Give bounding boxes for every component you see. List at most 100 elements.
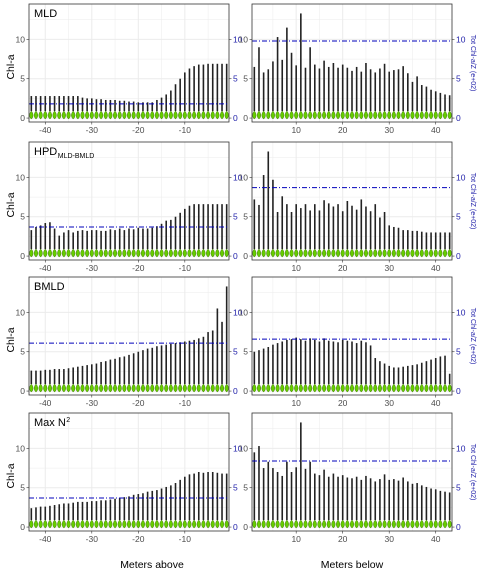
violin-body (326, 110, 331, 120)
violin-body (401, 110, 406, 120)
violin-body (345, 383, 350, 393)
violin-body (275, 110, 280, 120)
violin-body (201, 519, 206, 529)
violin-body (154, 110, 159, 120)
y-tick-label: 5 (20, 74, 25, 84)
violin-body (47, 383, 52, 393)
violin-body (438, 110, 443, 120)
violin-body (405, 383, 410, 393)
violin-body (294, 110, 299, 120)
violin-body (354, 248, 359, 258)
violin-body (47, 519, 52, 529)
violin-body (103, 519, 108, 529)
violin-body (312, 519, 317, 529)
violin-body (192, 383, 197, 393)
violin-body (178, 248, 183, 258)
violin-body (136, 110, 141, 120)
violin-body (117, 248, 122, 258)
y-tick-label: 5 (243, 483, 248, 493)
x-tick-label: 20 (338, 398, 348, 408)
panel-border (28, 141, 230, 261)
violin-body (270, 519, 275, 529)
violin-body (117, 110, 122, 120)
violin-body (336, 383, 341, 393)
panel-2-right: 0 5 10 0 5 10 10 20 30 40 Tot Chl-a/Z (e+02) (239, 276, 476, 408)
violin-body (294, 383, 299, 393)
violin-body (438, 248, 443, 258)
panel-label: HPD (34, 146, 57, 158)
violin-body (201, 383, 206, 393)
violin-body (405, 248, 410, 258)
violin-body (94, 383, 99, 393)
violin-body (178, 383, 183, 393)
violin-body (270, 110, 275, 120)
panel-1-right: 0 5 10 0 5 10 10 20 30 40 Tot Chl-a/Z (e+02) (239, 141, 476, 273)
violin-body (443, 383, 448, 393)
violin-body (266, 383, 271, 393)
violin-body (377, 248, 382, 258)
violin-body (424, 383, 429, 393)
violin-body (261, 248, 266, 258)
violin-body (336, 519, 341, 529)
violin-body (256, 248, 261, 258)
x-tick-label: 10 (291, 534, 301, 544)
y-axis-title: Chl-a (5, 327, 17, 352)
violin-body (317, 383, 322, 393)
violin-body (80, 110, 85, 120)
x-tick-label: 40 (431, 125, 441, 135)
violin-body (140, 248, 145, 258)
y-tick-label: 0 (20, 113, 25, 123)
violin-body (280, 110, 285, 120)
violin-body (206, 248, 211, 258)
violin-body (178, 519, 183, 529)
violin-body (326, 248, 331, 258)
y2-tick-label: 10 (233, 34, 243, 44)
violin-body (113, 110, 118, 120)
violin-body (280, 519, 285, 529)
violin-body (275, 519, 280, 529)
violin-body (256, 383, 261, 393)
violin-body (331, 519, 336, 529)
violin-body (419, 383, 424, 393)
violin-body (140, 110, 145, 120)
violin-body (164, 383, 169, 393)
violin-body (164, 519, 169, 529)
violin-body (103, 248, 108, 258)
violin-body (387, 248, 392, 258)
violin-body (29, 383, 34, 393)
violin-body (373, 383, 378, 393)
violin-body (33, 519, 38, 529)
y2-tick-label: 10 (456, 34, 466, 44)
violin-body (75, 383, 80, 393)
violin-body (89, 110, 94, 120)
y2-tick-label: 5 (456, 347, 461, 357)
violin-body (289, 248, 294, 258)
violin-body (154, 519, 159, 529)
y2-tick-label: 5 (233, 483, 238, 493)
violin-body (415, 383, 420, 393)
y-axis-title: Chl-a (5, 463, 17, 488)
violin-body (401, 519, 406, 529)
y-tick-label: 10 (239, 307, 249, 317)
violin-body (29, 110, 34, 120)
violin-body (401, 248, 406, 258)
y-tick-label: 10 (16, 172, 26, 182)
violin-body (303, 248, 308, 258)
violin-body (145, 383, 150, 393)
violin-body (266, 519, 271, 529)
panel-0-right: 0 5 10 0 5 10 10 20 30 40 Tot Chl-a/Z (e+02) (239, 3, 476, 135)
violin-body (66, 383, 71, 393)
panel-label: MLD (34, 8, 57, 20)
violin-body (173, 110, 178, 120)
violin-body (131, 248, 136, 258)
violin-body (127, 248, 131, 258)
violin-body (150, 383, 155, 393)
violin-body (136, 519, 141, 529)
violin-body (261, 383, 266, 393)
violin-body (215, 519, 220, 529)
y2-tick-label: 0 (456, 113, 461, 123)
violin-body (354, 383, 359, 393)
violin-body (382, 110, 387, 120)
violin-body (303, 383, 308, 393)
